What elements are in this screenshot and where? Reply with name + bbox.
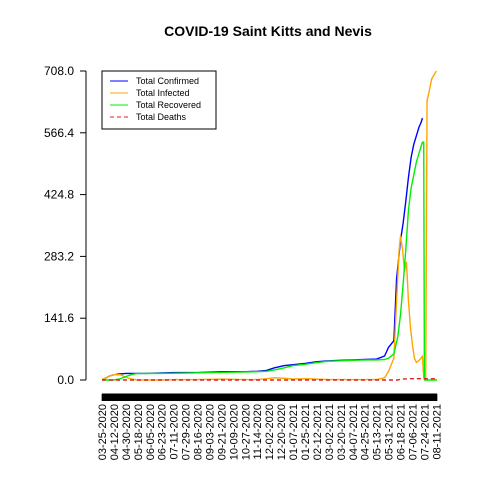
x-tick-label: 06-18-2021 <box>396 404 408 460</box>
x-tick-label: 10-27-2020 <box>240 404 252 460</box>
x-tick-label: 07-11-2020 <box>169 404 181 459</box>
legend-label: Total Deaths <box>136 112 187 122</box>
x-tick-label: 07-24-2021 <box>419 404 431 460</box>
x-tick-label: 05-18-2020 <box>133 404 145 460</box>
x-tick-label: 05-13-2021 <box>372 404 384 460</box>
x-tick-label: 09-21-2020 <box>216 404 228 460</box>
x-tick-label: 09-03-2020 <box>204 404 216 460</box>
x-tick-label: 07-29-2020 <box>181 404 193 460</box>
x-tick-label: 05-31-2021 <box>384 404 396 460</box>
legend-label: Total Recovered <box>136 100 201 110</box>
x-tick-label: 06-23-2020 <box>157 404 169 460</box>
y-tick-label: 0.0 <box>57 373 74 387</box>
x-tick-label: 04-07-2021 <box>348 404 360 460</box>
series-line-total-confirmed <box>101 117 424 381</box>
x-tick-label: 03-25-2020 <box>97 404 109 460</box>
chart-title: COVID-19 Saint Kitts and Nevis <box>164 23 372 39</box>
x-tick-label: 04-12-2020 <box>109 404 121 460</box>
series-line-total-recovered <box>102 141 437 381</box>
y-tick-label: 141.6 <box>44 311 74 325</box>
x-tick-label: 01-07-2021 <box>288 404 300 460</box>
x-tick-label: 10-09-2020 <box>228 404 240 460</box>
series-line-total-deaths <box>102 377 437 381</box>
x-tick-label: 06-05-2020 <box>145 404 157 460</box>
x-tick-label: 08-11-2021 <box>431 404 443 459</box>
x-tick-label: 04-30-2020 <box>121 404 133 460</box>
y-tick-label: 283.2 <box>44 249 74 263</box>
legend: Total Confirmed Total Infected Total Recov… <box>101 70 217 130</box>
legend-label: Total Infected <box>136 88 190 98</box>
x-tick-label: 12-02-2020 <box>264 404 276 460</box>
y-tick-label: 708.0 <box>44 64 74 78</box>
y-tick-label: 424.8 <box>44 188 74 202</box>
y-tick-label: 566.4 <box>44 126 74 140</box>
x-tick-label: 04-25-2021 <box>360 404 372 460</box>
x-tick-label: 03-20-2021 <box>336 404 348 460</box>
legend-label: Total Confirmed <box>136 76 199 86</box>
x-tick-label: 11-14-2020 <box>252 404 264 459</box>
x-tick-label: 12-20-2020 <box>276 404 288 460</box>
x-tick-label: 07-06-2021 <box>407 404 419 460</box>
x-tick-label: 03-02-2021 <box>324 404 336 460</box>
x-tick-label: 08-16-2020 <box>193 404 205 460</box>
x-tick-label: 02-12-2021 <box>312 404 324 460</box>
x-tick-label: 01-25-2021 <box>300 404 312 460</box>
x-axis-minor-ticks <box>101 394 438 401</box>
